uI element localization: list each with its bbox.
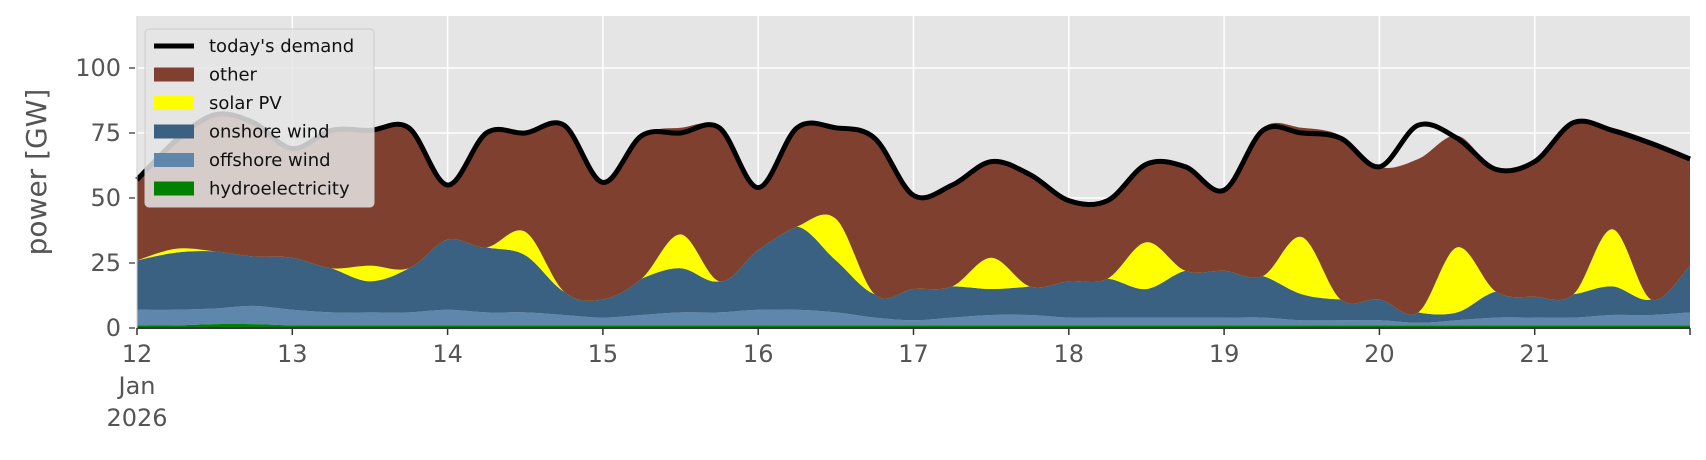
legend-swatch: [154, 67, 194, 82]
demand-line-path: [135, 111, 1691, 207]
x-tick-label: 18: [1054, 340, 1085, 368]
legend-swatch: [154, 96, 194, 110]
legend-label: onshore wind: [209, 122, 330, 143]
x-tick-label: 17: [898, 340, 929, 368]
y-tick-label: 25: [90, 249, 121, 277]
y-tick-label: 100: [75, 54, 121, 82]
y-ticks: 0 25 50 75 100: [75, 54, 135, 342]
demand-line: [135, 111, 1691, 207]
x-tick-label: 15: [588, 340, 619, 368]
y-tick-label: 0: [106, 314, 121, 342]
legend-label: hydroelectricity: [209, 179, 350, 200]
x-tick-label: 16: [743, 340, 774, 368]
area-onshore-wind: [137, 226, 1690, 323]
stacked-areas: [137, 112, 1690, 328]
x-tick-sublabel: 2026: [106, 404, 167, 432]
legend-label: offshore wind: [209, 150, 331, 171]
x-tick-label: 19: [1209, 340, 1240, 368]
x-tick-label: 14: [432, 340, 463, 368]
x-ticks: 12 Jan 2026 13 14 15 16 17 18 19 20 21: [106, 328, 1691, 432]
x-tick-label: 12: [122, 340, 153, 368]
legend-label: other: [209, 65, 258, 86]
legend: today's demand other solar PV onshore wind o…: [144, 28, 375, 208]
legend-swatch: [154, 124, 194, 139]
x-tick-label: 20: [1364, 340, 1395, 368]
x-tick-label: 13: [277, 340, 308, 368]
legend-label: solar PV: [209, 93, 282, 114]
y-tick-label: 75: [90, 119, 121, 147]
area-hydroelectricity: [137, 323, 1690, 328]
area-offshore-wind: [137, 305, 1690, 326]
legend-label: today's demand: [209, 36, 354, 57]
legend-swatch: [154, 181, 194, 196]
y-tick-label: 50: [90, 184, 121, 212]
x-tick-sublabel: Jan: [117, 372, 156, 400]
area-solar-pv: [137, 214, 1690, 315]
x-tick-label: 21: [1519, 340, 1550, 368]
legend-swatch: [154, 153, 194, 167]
legend-box: [144, 28, 375, 208]
area-other: [137, 112, 1690, 315]
y-axis-label: power [GW]: [20, 89, 53, 256]
